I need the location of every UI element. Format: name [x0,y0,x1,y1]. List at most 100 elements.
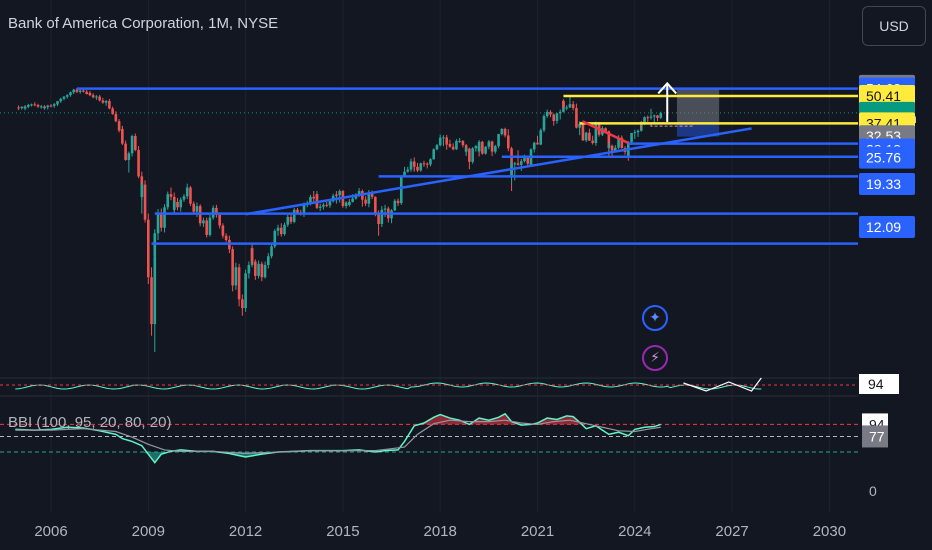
candle-body [189,187,192,204]
indicator-label[interactable]: BBI (100, 95, 20, 80, 20) [8,414,172,431]
target-arrow-head [657,81,677,95]
candle [202,217,205,227]
candle-body [85,91,88,95]
candle-body [656,115,659,118]
candle-body [52,104,56,106]
candle [224,233,228,242]
indicator-value-label: 0 [869,483,877,499]
candle [189,186,192,207]
candle-body [584,132,588,141]
candle-body [448,143,452,147]
candle-body [292,209,296,222]
candle-body [302,204,306,212]
candle-body [507,135,510,149]
candle-body [65,95,69,97]
candle [205,225,208,238]
price-label-text: 25.76 [866,150,901,166]
candle [552,113,556,126]
candle-body [367,193,371,197]
lightning-icon[interactable]: ⚡ [642,345,668,371]
candle [117,119,121,133]
candle-body [182,196,186,200]
candle [159,208,163,232]
candle-body [169,194,173,197]
candle [276,224,280,236]
candle-body [156,213,160,234]
candle-body [247,264,251,274]
candle-body [575,108,578,115]
candle-body [72,89,76,93]
indicator-label-text: 77 [869,428,885,444]
candle [364,196,367,207]
candle [312,191,316,202]
x-tick-label: 2018 [424,523,457,540]
candle-body [435,145,439,150]
candle-body [134,135,137,150]
candle [172,199,176,213]
candle-body [591,140,594,144]
candle [124,140,127,161]
candle [429,158,432,167]
candle [108,102,111,110]
candle [182,194,186,202]
candle [344,201,348,209]
candle-body [150,277,153,325]
candle [273,229,277,249]
candle [584,131,588,143]
candle [620,135,624,149]
candle [406,166,410,173]
candle-body [46,105,50,108]
x-tick-label: 2030 [813,523,846,540]
candle [130,134,134,157]
sparkle-icon[interactable]: ✦ [642,305,668,331]
candle [292,207,296,224]
candle-body [33,104,37,106]
x-tick-label: 2006 [34,523,67,540]
candle-body [289,216,293,222]
candle [419,162,423,172]
x-tick-label: 2024 [618,523,651,540]
candle [101,97,105,104]
candle [95,95,98,100]
candle-body [458,140,461,142]
candle [325,201,328,208]
candle-body [159,213,163,228]
candle [338,189,341,203]
candle [471,147,474,164]
x-tick-label: 2012 [229,523,262,540]
candle-body [114,114,118,122]
x-tick-label: 2015 [326,523,359,540]
candle [134,133,137,152]
candle-body [49,105,53,107]
candle-body [468,148,471,162]
candle [507,129,510,152]
candle [445,139,448,150]
candle-body [516,163,520,165]
currency-button[interactable]: USD [862,6,926,46]
candle [244,269,247,312]
indicator-label-bg [862,425,888,448]
candle-body [244,273,247,309]
candle-body [140,184,144,197]
candle-body [254,261,257,276]
candle-body [267,256,270,265]
candle [539,128,543,146]
price-label: 19.33 [859,172,915,195]
candle-body [59,98,63,102]
price-label: 25.76 [859,146,915,169]
candle-body [20,106,24,109]
candle [568,96,572,109]
candle [218,214,221,229]
candle-body [270,246,273,252]
candle [487,140,491,150]
candle-body [432,149,436,152]
candle [231,246,234,292]
candle-body [494,146,497,152]
candle [591,135,594,145]
candle [114,111,118,123]
x-tick-label: 2027 [715,523,748,540]
candle [481,140,484,155]
indicator-overbought-fill [15,413,661,425]
